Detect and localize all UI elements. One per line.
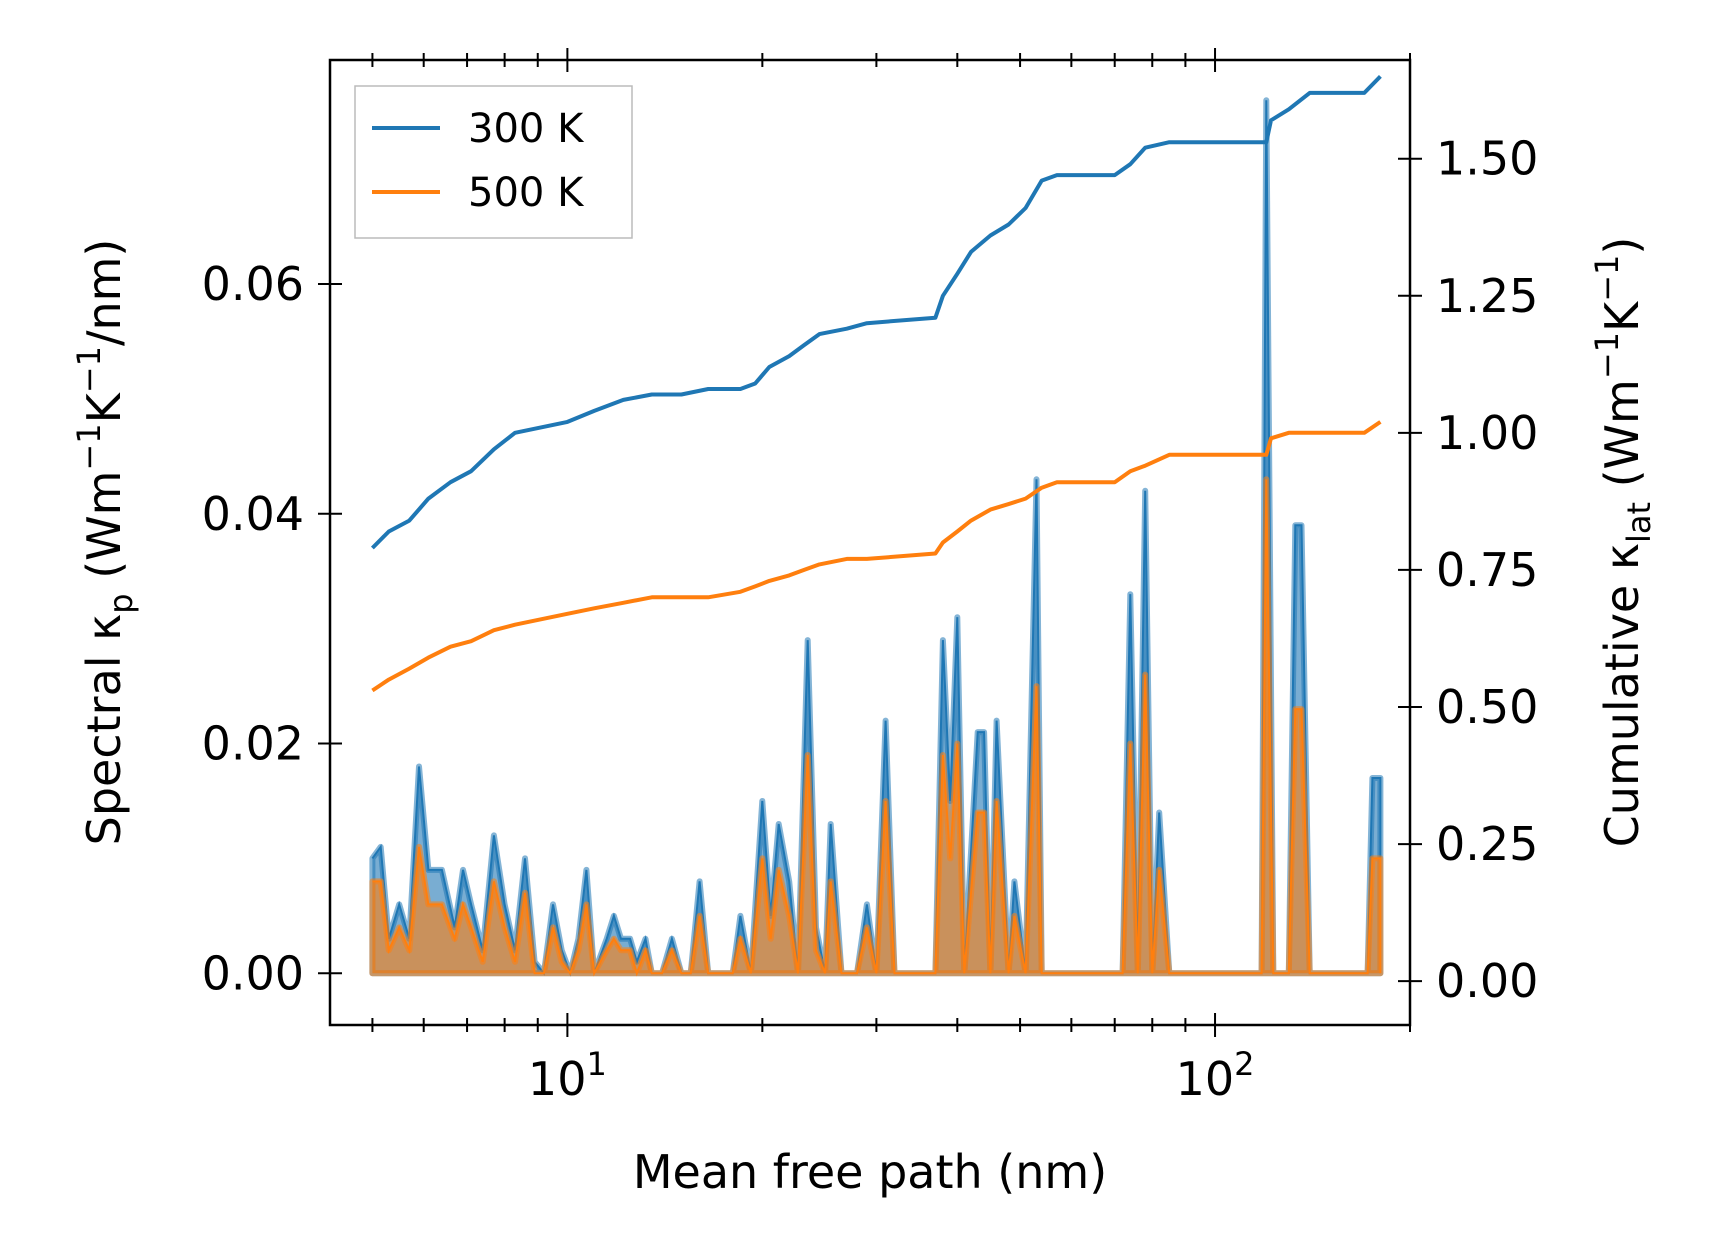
spectral-series-layer — [369, 97, 1384, 977]
legend-box — [354, 85, 633, 239]
axes-layer: 0.00 0.02 0.04 0.06 0.00 0.25 0.50 0.75 1.00 1.25… — [202, 48, 1538, 1106]
right-y-tick-label: 1.50 — [1436, 132, 1538, 186]
left-y-tick-label: 0.00 — [202, 946, 304, 1000]
right-y-tick-label: 0.75 — [1436, 543, 1538, 597]
left-y-tick-label: 0.04 — [202, 487, 304, 541]
cumulative-series-layer — [370, 75, 1382, 693]
legend-label-300k: 300 K — [468, 106, 585, 152]
legend: 300 K 500 K — [354, 85, 633, 239]
right-y-tick-label: 0.25 — [1436, 817, 1538, 871]
left-y-tick-label: 0.06 — [202, 257, 304, 311]
cumulative-line-300k — [370, 75, 1382, 550]
legend-label-500k: 500 K — [468, 170, 585, 216]
right-y-tick-label: 0.00 — [1436, 954, 1538, 1008]
cumulative-line-500k — [371, 420, 1382, 693]
right-y-tick-label: 0.50 — [1436, 680, 1538, 734]
right-y-tick-label: 1.00 — [1436, 406, 1538, 460]
left-y-tick-label: 0.02 — [202, 717, 304, 771]
x-tick-label: 102 — [1176, 1045, 1255, 1106]
plot-frame — [328, 58, 1412, 1027]
x-tick-label: 101 — [528, 1045, 607, 1106]
right-y-tick-label: 1.25 — [1436, 269, 1538, 323]
spectral-line-500k — [372, 479, 1382, 977]
x-axis-label: Mean free path (nm) — [633, 1145, 1107, 1199]
left-y-axis-label: Spectral κp (Wm−1K−1/nm) — [70, 239, 140, 846]
right-y-axis-label: Cumulative κlat (Wm−1K−1) — [1588, 237, 1658, 848]
